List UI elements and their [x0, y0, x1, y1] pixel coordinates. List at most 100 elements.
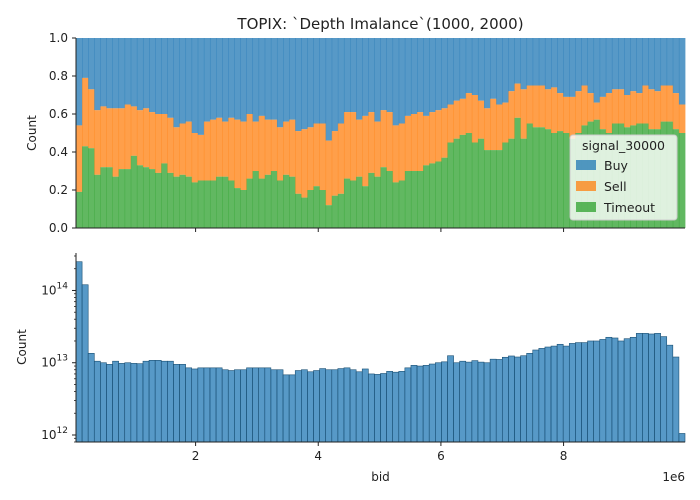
- sell-segment: [228, 117, 235, 181]
- buy-segment: [173, 38, 180, 128]
- sell-segment: [502, 102, 509, 143]
- histogram-bar: [654, 333, 661, 443]
- timeout-segment: [124, 169, 132, 228]
- sell-segment: [179, 123, 187, 175]
- timeout-segment: [386, 171, 394, 228]
- buy-segment: [179, 38, 187, 124]
- histogram-bar: [167, 360, 174, 443]
- timeout-segment: [325, 205, 333, 228]
- stacked-chart: 0.0 0.2 0.4 0.6 0.8 1.0 Count signal_30000 Bu…: [25, 31, 686, 235]
- timeout-segment: [240, 190, 247, 228]
- timeout-segment: [112, 176, 120, 228]
- buy-segment: [642, 38, 649, 86]
- histogram-x-tick-label: 8: [560, 449, 568, 463]
- buy-segment: [538, 38, 546, 86]
- timeout-segment: [392, 182, 400, 228]
- histogram-x-offset-label: 1e6: [662, 470, 685, 484]
- timeout-segment: [435, 161, 442, 228]
- sell-segment: [301, 129, 308, 198]
- sell-segment: [648, 89, 655, 130]
- sell-segment: [276, 127, 284, 181]
- sell-segment: [666, 85, 674, 122]
- histogram-bar: [368, 373, 375, 443]
- buy-segment: [149, 38, 156, 113]
- histogram-y-axis-label: Count: [15, 329, 29, 365]
- timeout-segment: [118, 169, 126, 228]
- buy-segment: [563, 38, 570, 97]
- buy-segment: [161, 38, 168, 114]
- buy-segment: [234, 38, 241, 120]
- timeout-segment: [173, 176, 180, 228]
- buy-segment: [484, 38, 491, 109]
- histogram-bar: [130, 363, 138, 443]
- histogram-bar: [258, 367, 266, 443]
- histogram-bar: [392, 371, 400, 443]
- buy-segment: [307, 38, 314, 128]
- buy-segment: [502, 38, 509, 103]
- histogram-bar: [568, 343, 576, 443]
- histogram-bar: [294, 370, 302, 443]
- buy-segment: [618, 38, 625, 90]
- timeout-segment: [94, 174, 101, 228]
- sell-segment: [538, 85, 546, 128]
- timeout-segment: [161, 163, 168, 228]
- histogram-bar: [355, 371, 363, 443]
- buy-segment: [325, 38, 333, 141]
- sell-segment: [441, 108, 448, 158]
- timeout-segment: [508, 138, 515, 228]
- timeout-segment: [222, 176, 229, 228]
- buy-segment: [459, 38, 467, 99]
- histogram-bar: [477, 361, 485, 443]
- buy-segment: [167, 38, 174, 118]
- timeout-segment: [191, 182, 199, 228]
- buy-segment: [276, 38, 284, 128]
- sell-segment: [197, 134, 205, 181]
- sell-segment: [185, 121, 193, 177]
- timeout-segment: [203, 180, 211, 228]
- sell-segment: [636, 93, 643, 124]
- sell-segment: [155, 114, 162, 173]
- buy-segment: [587, 38, 595, 94]
- sell-segment: [410, 114, 418, 171]
- histogram-bar: [173, 364, 180, 443]
- buy-segment: [283, 38, 290, 122]
- histogram-bar: [288, 374, 296, 443]
- histogram-bar: [483, 362, 491, 443]
- histogram-bar: [240, 369, 247, 443]
- histogram-bar: [270, 369, 278, 443]
- sell-segment: [325, 140, 333, 206]
- sell-segment: [490, 98, 497, 151]
- buy-segment: [118, 38, 126, 109]
- histogram-x-tick-label: 2: [192, 449, 200, 463]
- timeout-segment: [264, 174, 272, 228]
- timeout-segment: [313, 186, 320, 228]
- histogram-bar: [106, 364, 113, 443]
- buy-segment: [599, 38, 607, 97]
- timeout-segment: [82, 146, 89, 228]
- timeout-segment: [465, 133, 473, 228]
- histogram-bar: [191, 368, 199, 443]
- buy-segment: [630, 38, 637, 92]
- histogram-bar: [599, 339, 607, 443]
- buy-segment: [313, 38, 320, 124]
- buy-segment: [398, 38, 406, 124]
- timeout-segment: [490, 150, 497, 228]
- stacked-y-axis: 0.0 0.2 0.4 0.6 0.8 1.0: [49, 31, 77, 235]
- histogram-x-tick-label: 6: [437, 449, 445, 463]
- histogram-bar: [234, 369, 241, 443]
- legend-swatch-sell: [576, 181, 596, 191]
- buy-segment: [441, 38, 448, 109]
- timeout-segment: [368, 172, 375, 228]
- histogram-bar: [160, 360, 168, 443]
- sell-segment: [678, 104, 686, 133]
- timeout-segment: [514, 117, 521, 228]
- sell-segment: [532, 85, 540, 128]
- buy-segment: [605, 38, 613, 94]
- timeout-segment: [447, 142, 454, 228]
- timeout-segment: [380, 167, 387, 228]
- legend: signal_30000 Buy Sell Timeout: [569, 134, 678, 221]
- sell-segment: [563, 96, 570, 133]
- buy-segment: [392, 38, 400, 126]
- histogram-chart: 1012 1013 1014 2 4 6 8 Count bid 1e6: [15, 253, 686, 484]
- sell-segment: [149, 112, 156, 170]
